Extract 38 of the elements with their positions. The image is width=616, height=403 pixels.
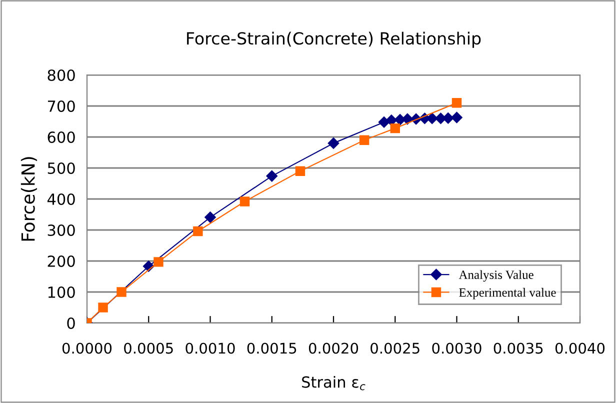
- point: [451, 112, 462, 124]
- point: [193, 226, 203, 236]
- y-tick-label: 0: [67, 317, 75, 330]
- y-tick-label: 400: [47, 193, 75, 206]
- x-tick-label: 0.0025: [370, 342, 420, 354]
- y-tick-label: 100: [48, 286, 75, 298]
- point: [266, 170, 278, 182]
- y-tick-label: 200: [48, 255, 75, 268]
- x-tick-label: 0.0015: [247, 342, 296, 354]
- x-tick-label: 0.0000: [62, 342, 112, 354]
- x-tick-label: 0.0010: [186, 342, 235, 354]
- legend-label: Experimental value: [459, 288, 556, 300]
- x-tick-label: 0.0040: [555, 342, 605, 354]
- x-tick-label: 0.0035: [494, 342, 543, 354]
- chart-title: Force-Strain(Concrete) Relationship: [187, 32, 481, 48]
- point: [442, 112, 454, 124]
- point: [359, 135, 370, 145]
- y-tick-label: 600: [48, 131, 75, 144]
- point: [154, 257, 164, 267]
- y-tick-label: 500: [48, 162, 75, 174]
- y-tick-label: 800: [48, 69, 75, 82]
- x-tick-label: 0.0005: [124, 342, 173, 354]
- point: [295, 166, 306, 176]
- point: [328, 138, 340, 149]
- point: [390, 123, 400, 134]
- point: [452, 98, 462, 108]
- point: [204, 212, 216, 223]
- y-axis-title: Force(kN): [20, 157, 38, 241]
- x-tick-label: 0.0020: [308, 342, 358, 354]
- x-tick-label: 0.0030: [432, 342, 482, 354]
- point: [98, 302, 108, 312]
- point: [116, 287, 126, 297]
- y-tick-label: 300: [48, 224, 75, 236]
- y-tick-label: 700: [48, 100, 75, 112]
- point: [378, 116, 390, 128]
- point: [240, 196, 250, 206]
- legend-label: Analysis Value: [458, 270, 534, 282]
- x-axis-title: Strain ε$_{c}$: [302, 376, 366, 390]
